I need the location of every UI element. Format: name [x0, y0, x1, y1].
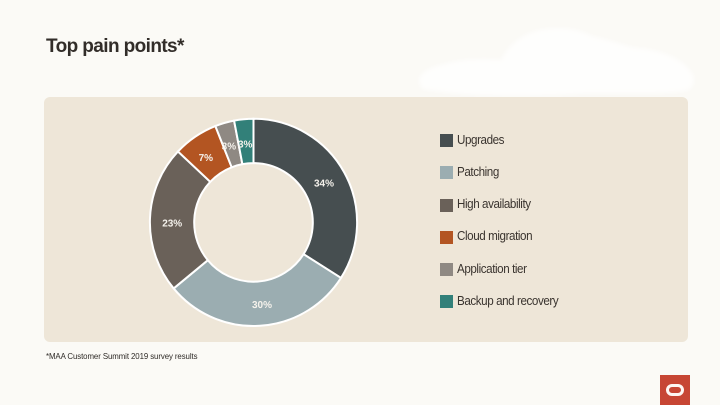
svg-text:23%: 23% [162, 218, 182, 229]
svg-text:30%: 30% [252, 300, 272, 311]
svg-text:7%: 7% [199, 153, 214, 164]
svg-text:3%: 3% [238, 139, 253, 150]
svg-text:34%: 34% [314, 178, 334, 189]
svg-text:3%: 3% [222, 141, 237, 152]
